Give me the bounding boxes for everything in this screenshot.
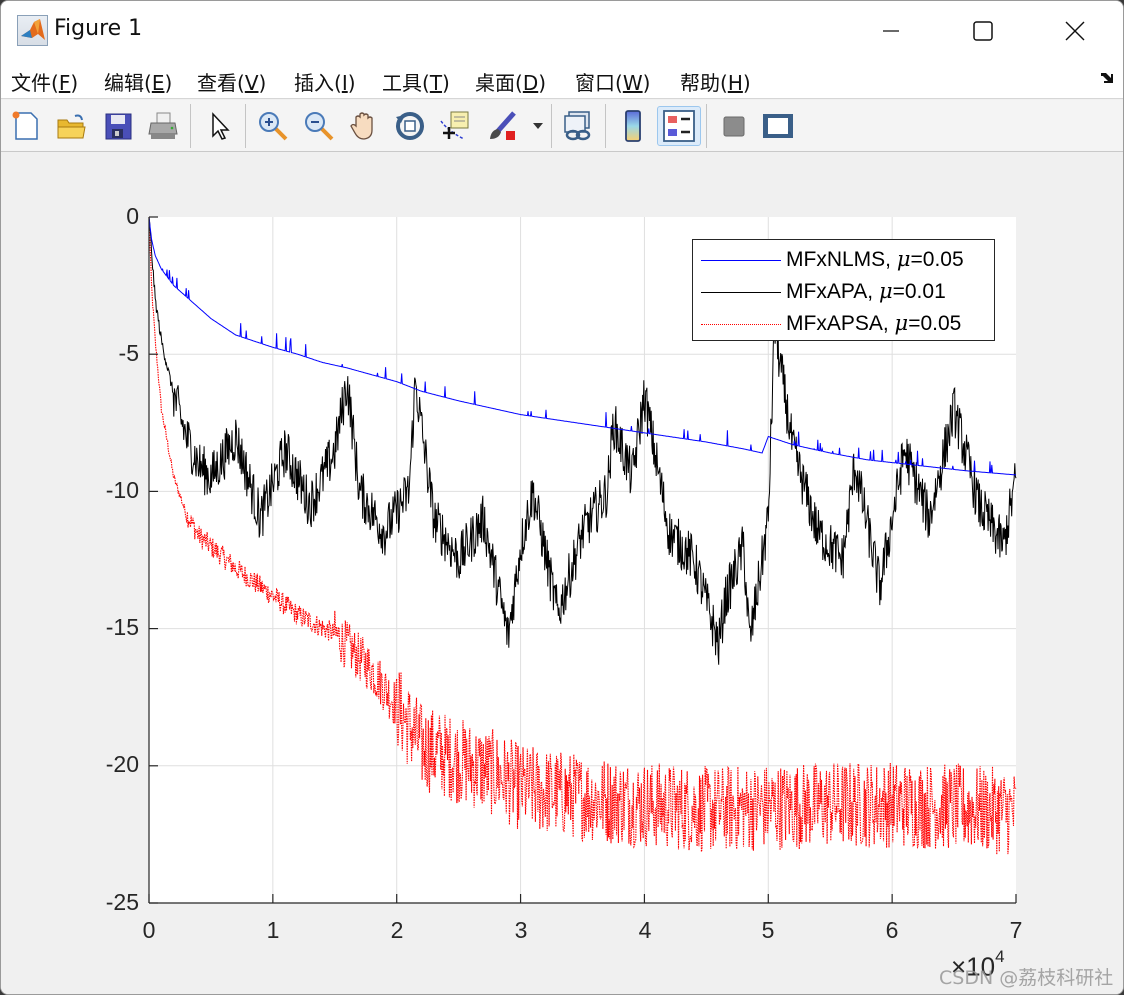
zoom-out-button[interactable]: [300, 106, 338, 146]
matlab-logo-icon: [17, 15, 48, 46]
window-title: Figure 1: [54, 16, 143, 41]
pan-button[interactable]: [345, 106, 383, 146]
series-mfxapsa-line: [148, 216, 1017, 855]
title-bar[interactable]: Figure 1: [1, 1, 1123, 61]
new-figure-button[interactable]: [7, 106, 45, 146]
legend-label: MFxAPSA, μ=0.05: [786, 311, 962, 335]
menu-insert[interactable]: 插入(I): [294, 71, 356, 95]
legend-swatch: [701, 292, 781, 293]
link-icon: [564, 111, 591, 141]
legend-entry-mfxnlms[interactable]: MFxNLMS, μ=0.05: [693, 244, 994, 276]
menu-tools[interactable]: 工具(T): [382, 71, 450, 95]
series-mfxnlms-line: [148, 216, 1016, 476]
open-file-button[interactable]: [52, 106, 90, 146]
x-axis-exponent: ×104: [951, 947, 1005, 982]
x-tick-label: 0: [142, 917, 156, 943]
minimize-button[interactable]: [845, 1, 937, 61]
menu-desktop[interactable]: 桌面(D): [475, 71, 547, 95]
toolbar-separator: [605, 104, 606, 148]
legend-label: MFxAPA, μ=0.01: [786, 279, 946, 303]
menu-edit[interactable]: 编辑(E): [104, 71, 173, 95]
chevron-down-icon: [533, 123, 543, 129]
show-plot-tools-button[interactable]: [759, 106, 797, 146]
y-tick-label: 0: [126, 203, 139, 229]
legend-label: MFxNLMS, μ=0.05: [786, 247, 964, 271]
zoom-in-button[interactable]: [254, 106, 292, 146]
menu-file[interactable]: 文件(F): [11, 71, 79, 95]
brush-icon: [490, 111, 516, 140]
folder-open-icon: [57, 114, 86, 139]
toolbar-separator: [190, 104, 191, 148]
menu-window[interactable]: 窗口(W): [575, 71, 651, 95]
data-tip-icon: [440, 111, 469, 140]
y-tick-label: -15: [105, 614, 139, 640]
insert-legend-button[interactable]: [657, 106, 701, 146]
x-tick-label: 7: [1009, 917, 1023, 943]
brush-button[interactable]: [484, 106, 522, 146]
print-button[interactable]: [144, 106, 182, 146]
x-tick-label: 6: [885, 917, 899, 943]
cursor-arrow-icon: [212, 112, 230, 140]
hand-icon: [350, 112, 373, 140]
show-tools-icon: [763, 114, 793, 138]
rotate-3d-button[interactable]: [391, 106, 429, 146]
legend-swatch: [701, 324, 781, 325]
rotate-3d-icon: [396, 112, 424, 140]
x-tick-label: 3: [514, 917, 528, 943]
new-file-icon: [12, 111, 38, 140]
colorbar-icon: [625, 110, 641, 142]
axes-frame: [148, 216, 1017, 904]
toolbar-separator: [245, 104, 246, 148]
minimize-icon: [883, 30, 899, 32]
series-mfxapa-line: [148, 216, 1017, 665]
toolbar: [1, 100, 1123, 152]
legend-entry-mfxapa[interactable]: MFxAPA, μ=0.01: [693, 276, 994, 308]
floppy-disk-icon: [105, 113, 132, 140]
insert-colorbar-button[interactable]: [614, 106, 652, 146]
x-tick-label: 5: [761, 917, 775, 943]
toolbar-separator: [706, 104, 707, 148]
x-tick-label: 2: [390, 917, 404, 943]
undock-arrow-icon[interactable]: [1099, 71, 1115, 90]
data-cursor-button[interactable]: [436, 106, 474, 146]
legend-swatch: [701, 260, 781, 261]
menu-help[interactable]: 帮助(H): [680, 71, 751, 95]
legend-entry-mfxapsa[interactable]: MFxAPSA, μ=0.05: [693, 308, 994, 340]
maximize-icon: [973, 21, 993, 41]
y-tick-label: -5: [118, 340, 139, 366]
close-button[interactable]: [1029, 1, 1121, 61]
hide-tools-icon: [723, 116, 745, 137]
maximize-button[interactable]: [937, 1, 1029, 61]
x-tick-label: 4: [638, 917, 652, 943]
zoom-out-icon: [305, 112, 334, 141]
close-icon: [1065, 21, 1085, 41]
edit-plot-button[interactable]: [201, 106, 239, 146]
brush-dropdown-button[interactable]: [528, 106, 548, 146]
printer-icon: [148, 112, 178, 139]
legend[interactable]: MFxNLMS, μ=0.05 MFxAPA, μ=0.01 MFxAPSA, …: [692, 239, 995, 341]
menu-view[interactable]: 查看(V): [197, 71, 267, 95]
zoom-in-icon: [259, 112, 288, 141]
menu-bar: 文件(F) 编辑(E) 查看(V) 插入(I) 工具(T) 桌面(D) 窗口(W…: [1, 61, 1123, 99]
watermark-text: CSDN @荔枝科研社: [939, 967, 1114, 989]
save-button[interactable]: [99, 106, 137, 146]
link-plot-button[interactable]: [559, 106, 597, 146]
hide-plot-tools-button[interactable]: [715, 106, 753, 146]
y-tick-label: -25: [105, 889, 139, 915]
y-tick-label: -10: [105, 477, 139, 503]
x-tick-label: 1: [266, 917, 280, 943]
toolbar-separator: [551, 104, 552, 148]
y-tick-label: -20: [105, 751, 139, 777]
legend-icon: [663, 110, 695, 142]
